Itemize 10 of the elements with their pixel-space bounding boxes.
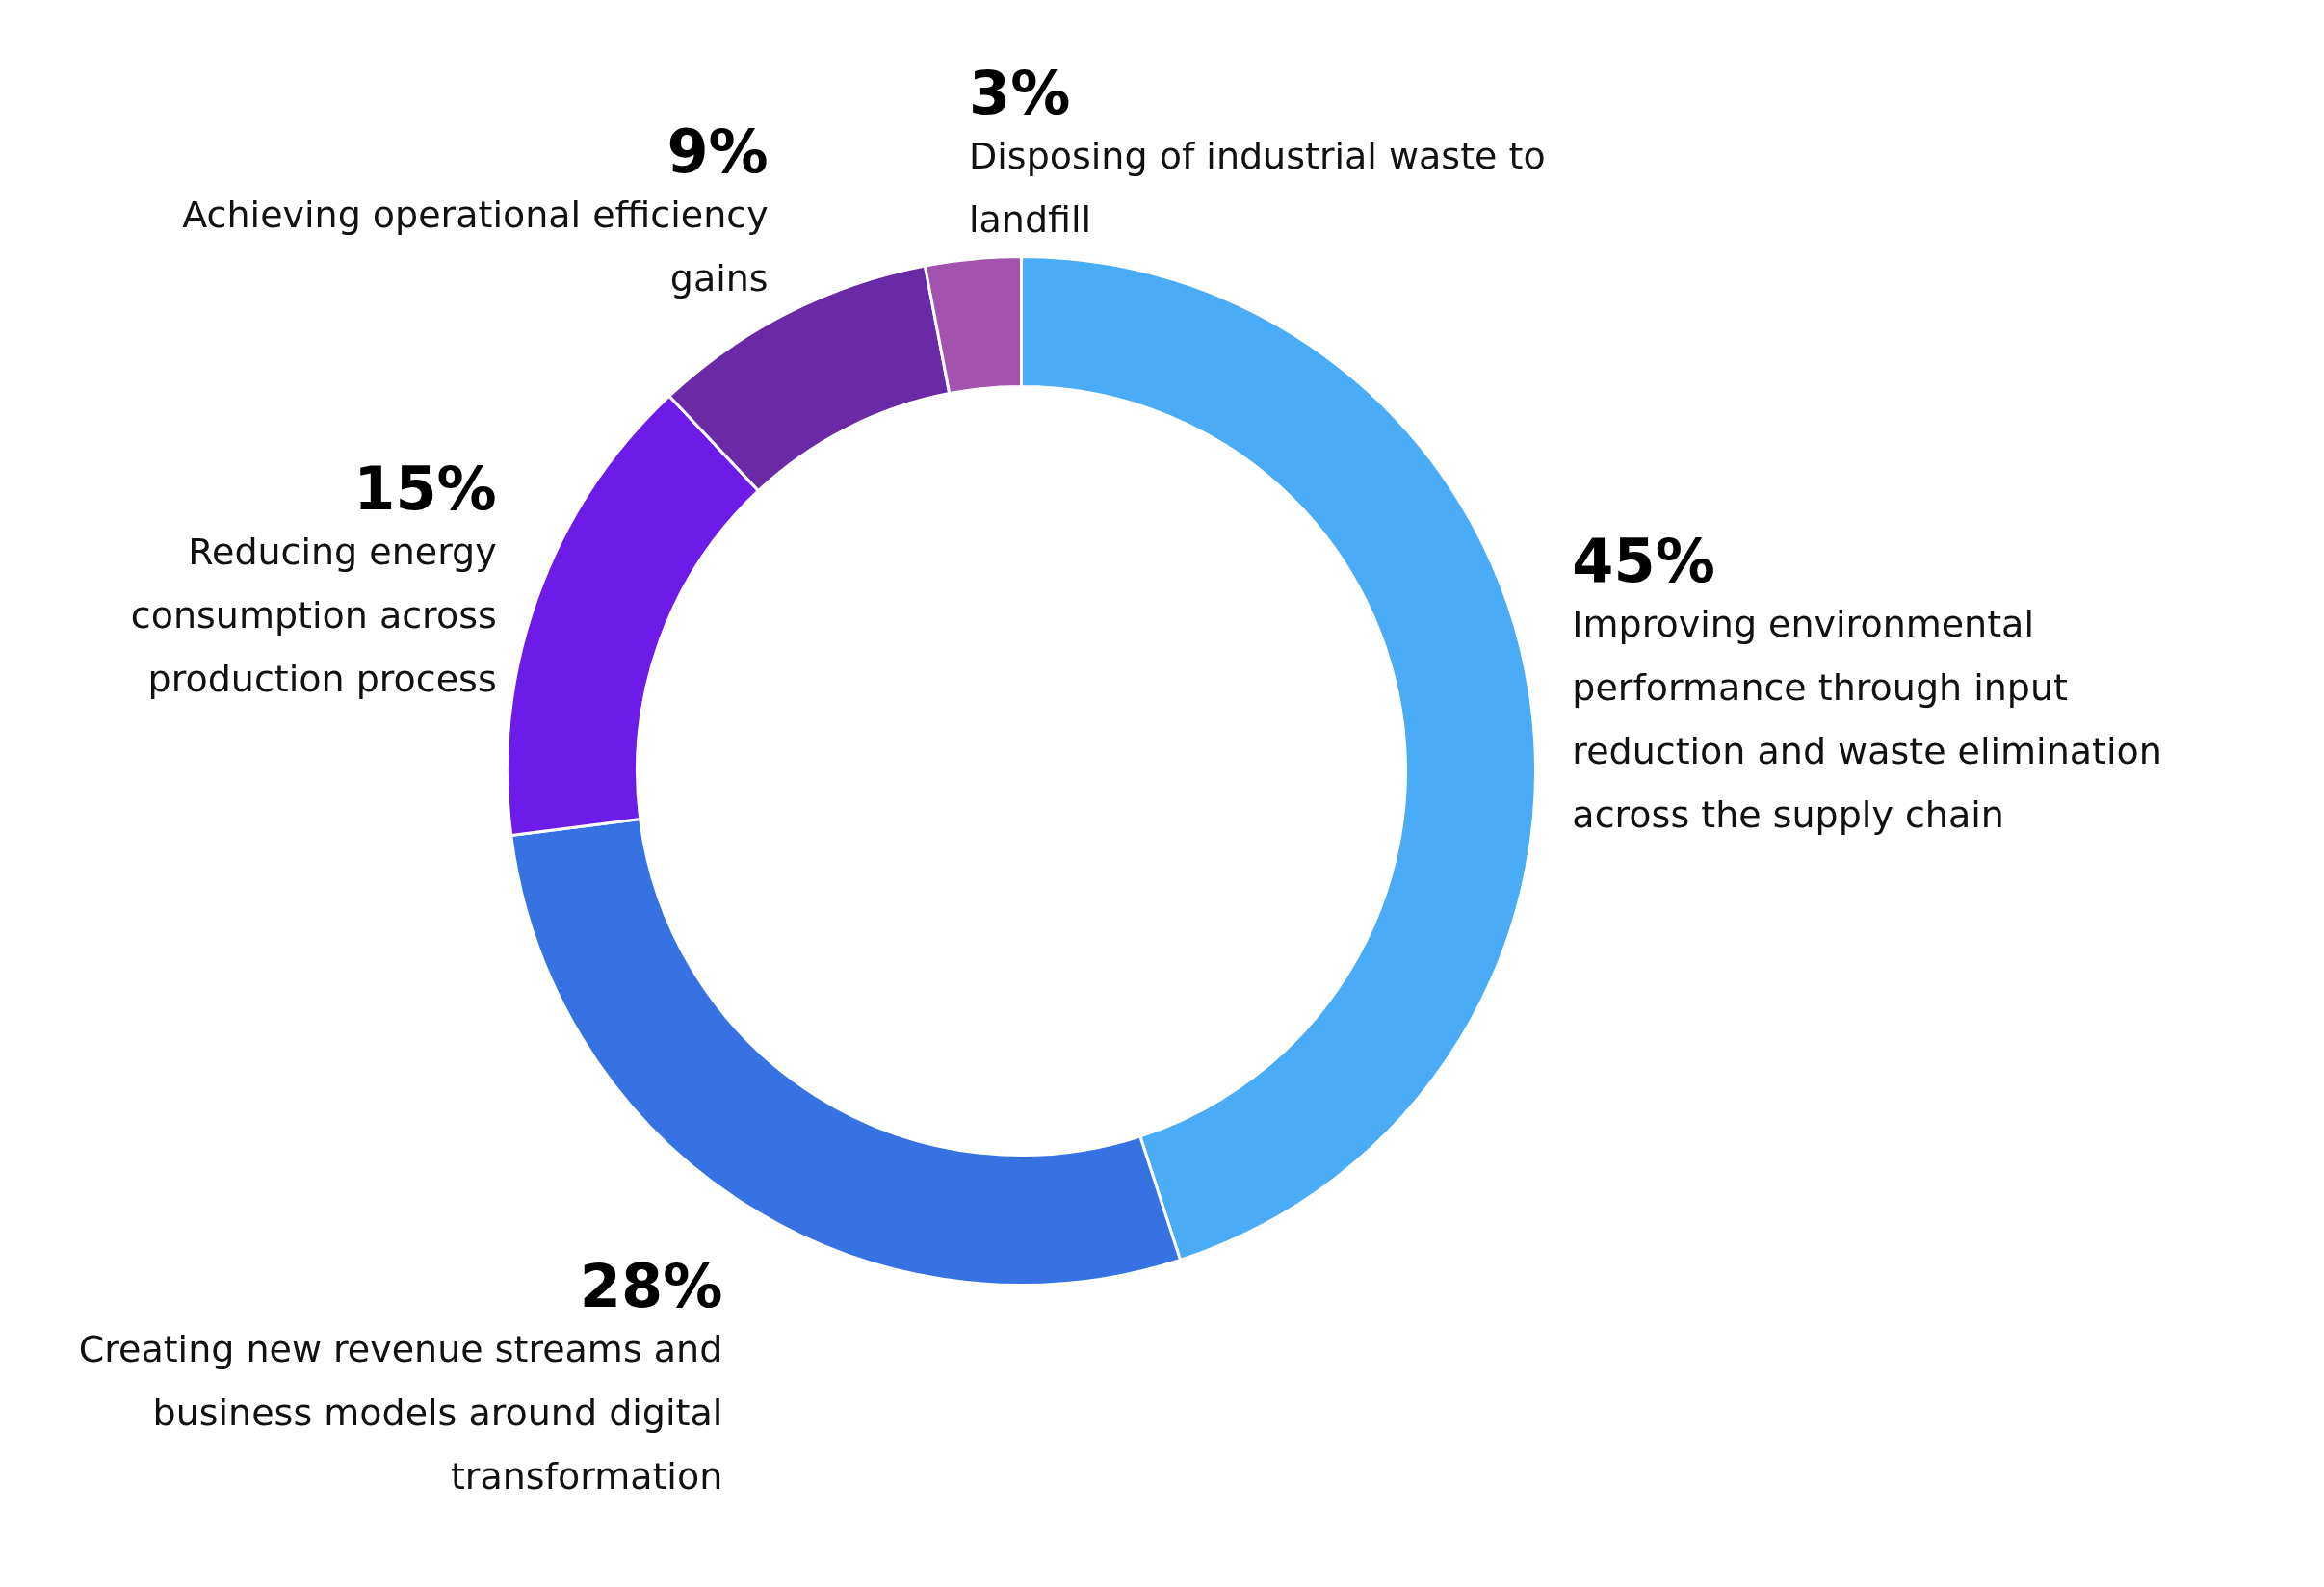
data-label: 9% bbox=[666, 116, 769, 187]
data-label: 15% bbox=[353, 454, 497, 525]
slice-label: Achieving operational efficiency gains bbox=[182, 193, 769, 299]
slice-label: Reducing energy consumption across production process bbox=[130, 531, 497, 701]
slice-label: Creating new revenue streams and business models around digital transformation bbox=[78, 1328, 723, 1498]
slice-label: Improving environmental performance through input reduction and waste elimination across the supply chain bbox=[1572, 602, 2162, 836]
data-label: 28% bbox=[579, 1251, 723, 1322]
data-label: 45% bbox=[1572, 525, 1715, 596]
slice-label: Disposing of industrial waste to landfill bbox=[969, 135, 1546, 242]
data-label: 3% bbox=[969, 58, 1071, 129]
